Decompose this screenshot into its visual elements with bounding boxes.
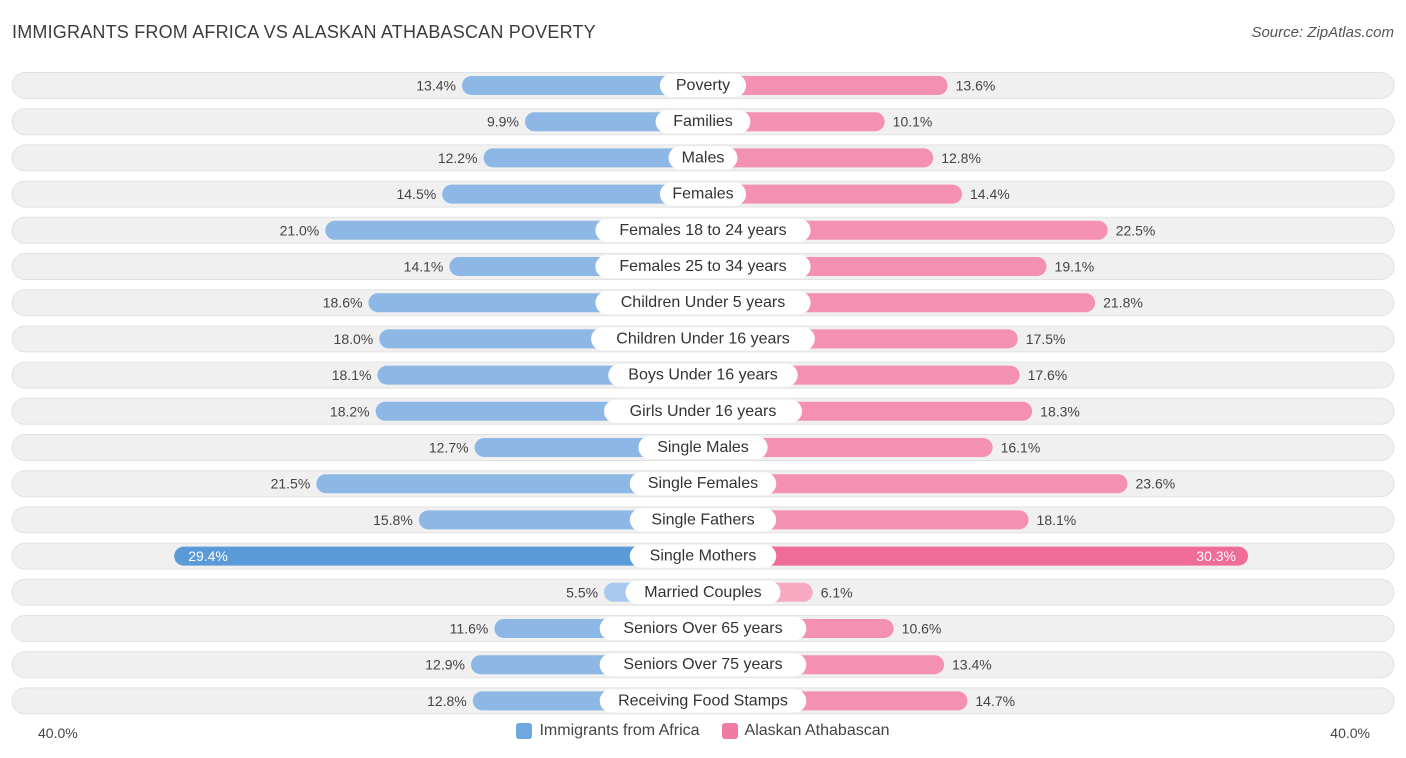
axis-label-right: 40.0% [1330,725,1370,741]
value-left-females-25-to-34-years: 14.1% [404,259,444,275]
category-label-females-25-to-34-years: Females 25 to 34 years [619,258,786,275]
value-left-boys-under-16-years: 18.1% [332,367,372,383]
category-pill-single-fathers [629,508,777,532]
value-left-seniors-over-75-years: 12.9% [425,657,465,673]
legend-swatch-right [721,723,738,739]
category-label-receiving-food-stamps: Receiving Food Stamps [618,692,788,709]
legend-label-right: Alaskan Athabascan [744,722,890,739]
value-left-children-under-16-years: 18.0% [334,331,374,347]
category-pill-children-under-5-years [595,291,811,315]
value-right-females: 14.4% [970,186,1010,202]
bar-left-males [483,148,703,168]
legend-label-left: Immigrants from Africa [539,722,700,739]
value-right-single-fathers: 18.1% [1037,512,1077,528]
category-pill-poverty [659,74,747,97]
bar-left-females [442,184,703,204]
value-right-females-25-to-34-years: 19.1% [1055,259,1095,275]
bar-right-single-mothers [703,546,1248,566]
axis-label-left: 40.0% [38,725,78,741]
value-right-single-mothers: 30.3% [1196,548,1236,564]
value-left-females: 14.5% [396,186,436,202]
bar-right-poverty [703,76,948,95]
value-left-single-fathers: 15.8% [373,512,413,528]
category-label-girls-under-16-years: Girls Under 16 years [630,403,777,420]
value-right-single-males: 16.1% [1001,440,1041,456]
value-right-seniors-over-65-years: 10.6% [902,621,942,637]
category-label-poverty: Poverty [676,77,730,94]
value-right-families: 10.1% [893,114,933,130]
value-right-children-under-5-years: 21.8% [1103,295,1143,311]
category-pill-girls-under-16-years [604,399,802,423]
value-left-single-mothers: 29.4% [188,548,228,564]
value-right-married-couples: 6.1% [821,584,853,600]
value-right-females-18-to-24-years: 22.5% [1116,222,1156,238]
value-left-girls-under-16-years: 18.2% [330,403,370,419]
category-label-single-mothers: Single Mothers [650,548,757,565]
category-label-boys-under-16-years: Boys Under 16 years [628,367,777,384]
category-pill-single-females [629,472,777,496]
legend-swatch-left [516,723,533,739]
bar-left-single-mothers [174,546,704,566]
value-left-females-18-to-24-years: 21.0% [280,222,320,238]
legend: Immigrants from Africa Alaskan Athabasca… [0,722,1406,740]
bar-right-single-fathers [703,510,1029,530]
chart-title: IMMIGRANTS FROM AFRICA VS ALASKAN ATHABA… [12,22,596,42]
value-right-males: 12.8% [941,150,981,166]
value-left-married-couples: 5.5% [566,584,598,600]
value-right-receiving-food-stamps: 14.7% [975,693,1015,709]
category-pill-families [655,110,751,134]
value-left-poverty: 13.4% [416,78,456,94]
bar-right-males [703,148,934,168]
category-pill-married-couples [625,580,781,604]
category-label-females-18-to-24-years: Females 18 to 24 years [619,222,786,239]
value-left-seniors-over-65-years: 11.6% [450,621,489,637]
value-right-seniors-over-75-years: 13.4% [952,657,992,673]
value-left-children-under-5-years: 18.6% [323,295,363,311]
category-pill-females-18-to-24-years [595,218,811,242]
bar-right-single-females [703,474,1128,494]
value-right-children-under-16-years: 17.5% [1026,331,1066,347]
category-label-females: Females [672,186,733,203]
category-label-single-males: Single Males [657,439,749,456]
category-label-single-females: Single Females [648,475,758,492]
value-left-families: 9.9% [487,114,519,130]
category-pill-seniors-over-65-years [599,617,807,640]
category-label-males: Males [682,149,725,166]
category-label-children-under-5-years: Children Under 5 years [621,294,786,311]
value-right-single-females: 23.6% [1135,476,1175,492]
bar-left-poverty [461,76,703,95]
bar-right-females [703,184,963,204]
value-left-receiving-food-stamps: 12.8% [427,693,467,709]
category-label-married-couples: Married Couples [644,584,761,601]
category-label-seniors-over-65-years: Seniors Over 65 years [623,620,782,637]
category-pill-children-under-16-years [591,327,815,351]
value-right-poverty: 13.6% [956,78,996,94]
category-pill-single-males [638,436,768,459]
value-left-single-females: 21.5% [271,476,311,492]
category-pill-males [668,146,738,170]
bar-right-single-males [703,438,993,457]
value-right-boys-under-16-years: 17.6% [1028,367,1068,383]
category-label-children-under-16-years: Children Under 16 years [616,330,789,347]
category-pill-single-mothers [629,544,777,568]
value-left-single-males: 12.7% [429,440,469,456]
source-credit: Source: ZipAtlas.com [1251,24,1394,41]
bar-left-single-females [316,474,703,494]
category-label-seniors-over-75-years: Seniors Over 75 years [623,656,782,673]
category-label-families: Families [673,113,733,130]
value-left-males: 12.2% [438,150,478,166]
value-right-girls-under-16-years: 18.3% [1040,403,1080,419]
category-pill-boys-under-16-years [608,363,798,387]
legend-item-alaskan-athabascan[interactable]: Alaskan Athabascan [721,722,890,740]
category-pill-females [659,182,747,206]
legend-item-immigrants-from-africa[interactable]: Immigrants from Africa [516,722,700,740]
category-pill-seniors-over-75-years [599,653,807,677]
category-pill-receiving-food-stamps [599,689,807,713]
category-pill-females-25-to-34-years [595,255,811,278]
category-label-single-fathers: Single Fathers [651,511,754,528]
